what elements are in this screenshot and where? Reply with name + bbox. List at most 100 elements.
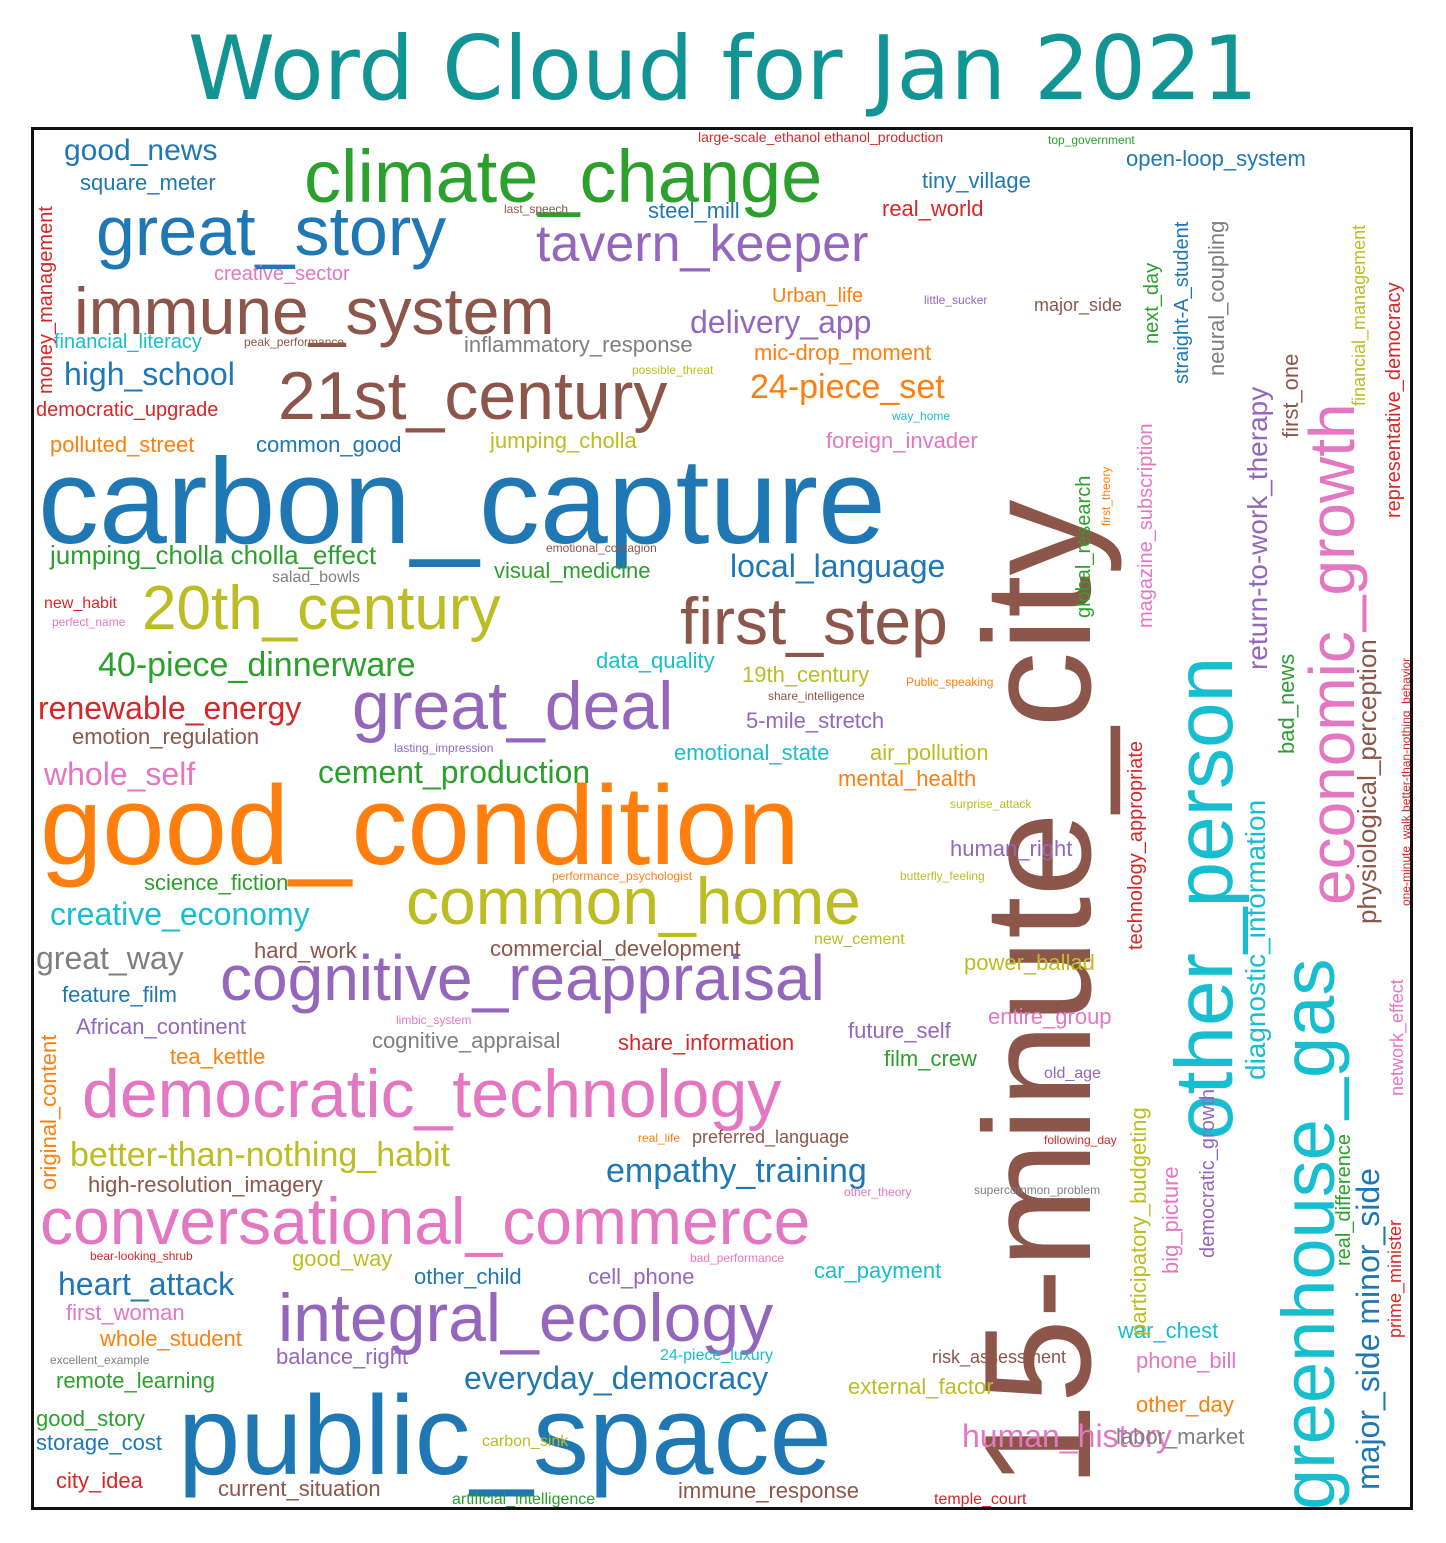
word: creative_economy — [50, 896, 310, 932]
word: risk_assessment — [932, 1347, 1067, 1367]
word: other_child — [414, 1264, 522, 1289]
word: straight-A_student — [1171, 221, 1193, 384]
word: visual_medicine — [494, 558, 651, 583]
word: hard_work — [254, 938, 357, 963]
word: future_self — [848, 1018, 951, 1043]
word: local_language — [730, 548, 946, 584]
word: other_day — [1136, 1392, 1234, 1417]
word-cloud-frame: 15-minute_city carbon_capture good_condi… — [31, 127, 1413, 1510]
word: cognitive_reappraisal — [220, 942, 825, 1014]
word: tiny_village — [922, 168, 1031, 193]
word: share_intelligence — [768, 689, 865, 703]
word: limbic_system — [396, 1013, 472, 1027]
word: whole_student — [100, 1326, 242, 1351]
word: major_side minor_side — [1350, 1168, 1386, 1490]
word: prime_minister — [1385, 1219, 1405, 1338]
word: emotional_state — [674, 740, 830, 765]
word: first_one — [1278, 353, 1303, 438]
word: data_quality — [596, 648, 715, 673]
word: 24-piece_luxury — [660, 1347, 773, 1364]
word: first_woman — [66, 1300, 185, 1325]
word: butterfly_feeling — [900, 869, 985, 883]
word: following_day — [1044, 1133, 1117, 1147]
word: new_habit — [44, 595, 117, 612]
word: 24-piece_set — [750, 368, 945, 406]
word: real_difference — [1333, 1134, 1355, 1266]
word: car_payment — [814, 1258, 942, 1283]
word: current_situation — [218, 1476, 381, 1501]
word: conversational_commerce — [40, 1184, 811, 1258]
word: surprise_attack — [950, 797, 1032, 811]
word: tavern_keeper — [536, 215, 869, 273]
word: creative_sector — [214, 263, 350, 285]
word: steel_mill — [648, 198, 740, 223]
word: feature_film — [62, 982, 177, 1007]
word: major_side — [1034, 295, 1123, 315]
word: emotion_regulation — [72, 724, 260, 749]
word: storage_cost — [36, 1430, 162, 1455]
word: balance_right — [276, 1344, 409, 1369]
word: preferred_language — [692, 1127, 850, 1147]
chart-title: Word Cloud for Jan 2021 — [187, 17, 1259, 120]
word: bad_news — [1274, 653, 1299, 754]
word: commercial_development — [490, 936, 741, 961]
word: mental_health — [838, 766, 977, 791]
word: one-minute_walk better-than-nothing_beha… — [1399, 657, 1413, 906]
word: science_fiction — [144, 870, 289, 895]
word: emotional_contagion — [546, 541, 657, 555]
word: 21st_century — [278, 358, 668, 434]
word: whole_self — [44, 756, 196, 792]
word: war_chest — [1118, 1318, 1219, 1343]
word: real_life — [638, 1131, 681, 1145]
word: delivery_app — [690, 304, 872, 340]
word: old_age — [1044, 1065, 1101, 1082]
word: salad_bowls — [272, 569, 361, 586]
word: square_meter — [80, 170, 216, 195]
word: power_ballad — [964, 950, 1095, 975]
word: African_continent — [76, 1014, 246, 1039]
word: city_idea — [56, 1468, 143, 1493]
word: heart_attack — [58, 1266, 235, 1302]
word: jumping_cholla cholla_effect — [50, 540, 377, 570]
word: jumping_cholla — [490, 428, 637, 453]
word: technology_appropriate — [1125, 740, 1147, 950]
word: high-resolution_imagery — [88, 1172, 323, 1197]
word: other_theory — [844, 1185, 912, 1199]
word: everyday_democracy — [464, 1360, 769, 1396]
word: participatory_budgeting — [1126, 1107, 1151, 1336]
word: mic-drop_moment — [754, 340, 932, 365]
word: carbon_capture — [38, 433, 886, 569]
word: good_way — [292, 1246, 393, 1271]
word: entire_group — [988, 1004, 1112, 1029]
word: money_management — [35, 206, 57, 394]
word: excellent_example — [50, 1353, 150, 1367]
word: climate_change — [304, 135, 823, 218]
word: phone_bill — [1136, 1348, 1237, 1373]
word: first_theory — [1099, 466, 1113, 526]
word: empathy_training — [606, 1152, 867, 1190]
word: Public_speaking — [906, 675, 994, 689]
word: remote_learning — [56, 1368, 215, 1393]
word: 19th_century — [742, 662, 870, 687]
word: next_day — [1141, 262, 1163, 344]
word: first_step — [680, 584, 948, 658]
word: human_history — [962, 1418, 1172, 1454]
word: perfect_name — [52, 615, 126, 629]
word: global_research — [1073, 475, 1095, 618]
word: labor_market — [1116, 1424, 1245, 1449]
word: large-scale_ethanol ethanol_production — [698, 129, 944, 145]
word: supercommon_problem — [974, 1183, 1101, 1197]
word: public_space — [178, 1373, 832, 1498]
word: network_effect — [1387, 979, 1407, 1096]
word: democratic_technology — [82, 1056, 782, 1132]
word: 40-piece_dinnerware — [98, 646, 416, 684]
word: 15-minute_city — [953, 499, 1123, 1488]
word: little_sucker — [924, 293, 988, 307]
word: financial_literacy — [54, 331, 202, 353]
word: top_government — [1048, 133, 1135, 147]
word: immune_response — [678, 1478, 859, 1503]
word: immune_system — [74, 274, 555, 348]
word: original_content — [36, 1034, 61, 1190]
word: renewable_energy — [38, 690, 302, 726]
word: high_school — [64, 356, 235, 392]
